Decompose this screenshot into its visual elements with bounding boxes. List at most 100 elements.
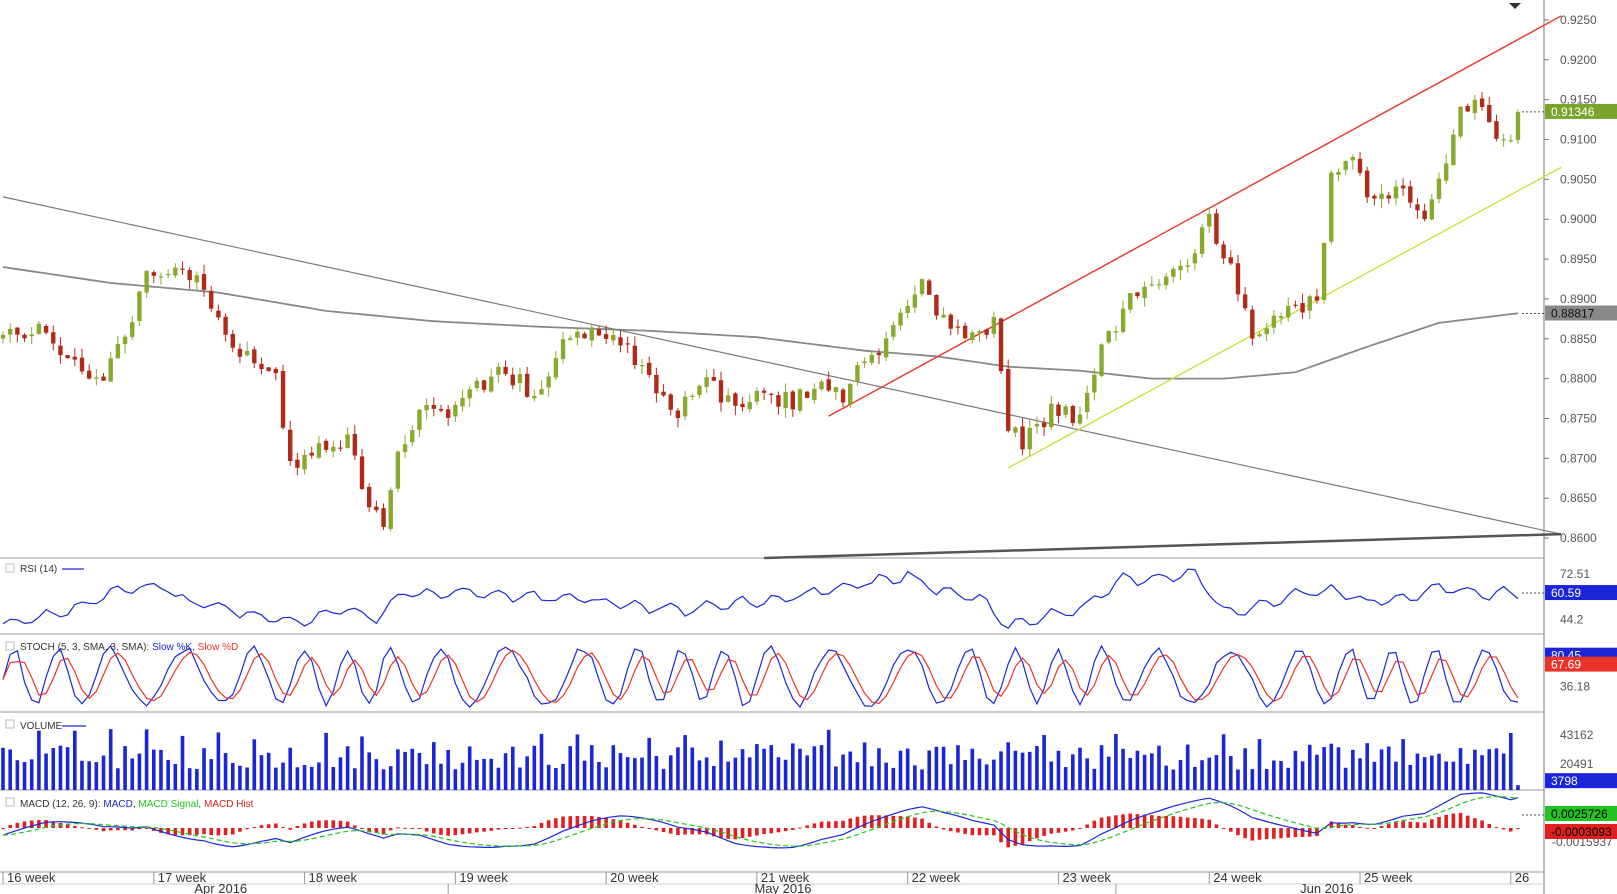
volume-bar[interactable] [1480, 755, 1484, 790]
candle-bull[interactable] [690, 395, 695, 397]
volume-bar[interactable] [625, 757, 630, 790]
candle-bear[interactable] [72, 356, 77, 360]
candle-bull[interactable] [1271, 315, 1277, 328]
volume-bar[interactable] [884, 762, 888, 790]
volume-bar[interactable] [668, 755, 673, 790]
volume-bar[interactable] [848, 751, 853, 790]
volume-bar[interactable] [22, 762, 27, 790]
volume-bar[interactable] [295, 767, 300, 790]
volume-bar[interactable] [1372, 761, 1377, 790]
candle-bear[interactable] [998, 318, 1004, 372]
candle-bull[interactable] [553, 358, 559, 378]
candle-bear[interactable] [374, 506, 379, 511]
volume-bar[interactable] [575, 734, 580, 790]
volume-bar[interactable] [1027, 751, 1032, 790]
candle-bull[interactable] [883, 338, 889, 358]
candle-bear[interactable] [1293, 304, 1298, 306]
candle-bull[interactable] [891, 325, 896, 337]
price-panel[interactable]: 0.9250 0.9200 0.9150 0.9100 0.9050 0.9000 0.89… [0, 13, 1617, 560]
candle-bull[interactable] [1013, 427, 1018, 433]
candle-bull[interactable] [1163, 276, 1169, 286]
candle-bull[interactable] [1099, 344, 1104, 376]
volume-bar[interactable] [496, 767, 501, 790]
volume-bar[interactable] [546, 764, 551, 790]
candle-bear[interactable] [524, 373, 530, 397]
volume-bar[interactable] [640, 757, 644, 790]
candle-bull[interactable] [122, 336, 128, 345]
candle-bear[interactable] [1020, 426, 1025, 450]
volume-bar[interactable] [1394, 761, 1398, 790]
candle-bear[interactable] [1487, 104, 1492, 123]
volume-bar[interactable] [999, 751, 1003, 790]
candle-bull[interactable] [898, 312, 903, 326]
candle-bull[interactable] [1178, 265, 1183, 271]
volume-bar[interactable] [1300, 761, 1305, 790]
volume-bar[interactable] [1272, 760, 1276, 790]
volume-bar[interactable] [1142, 754, 1147, 790]
volume-bar[interactable] [15, 760, 20, 790]
volume-bar[interactable] [518, 767, 522, 790]
volume-bar[interactable] [841, 754, 845, 790]
volume-bar[interactable] [740, 749, 745, 790]
candle-bull[interactable] [402, 444, 408, 452]
volume-bar[interactable] [1135, 750, 1140, 790]
volume-bar[interactable] [941, 746, 946, 790]
candle-bear[interactable] [927, 280, 932, 295]
volume-bar[interactable] [123, 746, 127, 790]
candle-bear[interactable] [1135, 292, 1140, 297]
volume-bar[interactable] [869, 766, 874, 790]
volume-bar[interactable] [776, 757, 781, 790]
candle-bull[interactable] [474, 380, 480, 388]
volume-bar[interactable] [898, 750, 903, 790]
candle-bull[interactable] [1027, 427, 1032, 450]
candle-bull[interactable] [395, 451, 401, 489]
volume-bar[interactable] [108, 729, 113, 790]
volume-bar[interactable] [1099, 745, 1104, 790]
candle-bull[interactable] [575, 331, 580, 338]
volume-bar[interactable] [1358, 758, 1362, 790]
volume-bar[interactable] [1085, 758, 1089, 790]
candle-bull[interactable] [1443, 163, 1449, 181]
candle-bear[interactable] [618, 337, 623, 346]
volume-bar[interactable] [367, 752, 371, 790]
candle-bear[interactable] [1070, 405, 1076, 423]
candle-bear[interactable] [481, 380, 487, 390]
volume-bar[interactable] [1444, 761, 1448, 790]
candle-bull[interactable] [1436, 178, 1442, 199]
candle-bear[interactable] [647, 362, 652, 375]
volume-bar[interactable] [1336, 747, 1341, 790]
volume-bar[interactable] [712, 765, 716, 790]
volume-bar[interactable] [180, 735, 185, 790]
candle-bull[interactable] [1113, 331, 1119, 333]
candle-bull[interactable] [1307, 296, 1312, 311]
volume-bar[interactable] [439, 763, 443, 790]
volume-bar[interactable] [489, 758, 494, 790]
candle-bear[interactable] [826, 379, 831, 391]
candle-bear[interactable] [79, 357, 85, 372]
candle-bull[interactable] [1156, 284, 1162, 286]
volume-bar[interactable] [862, 742, 867, 790]
volume-bar[interactable] [568, 746, 573, 790]
volume-bar[interactable] [1114, 734, 1118, 790]
candle-bear[interactable] [582, 333, 587, 339]
candle-bear[interactable] [1357, 158, 1363, 173]
candle-bull[interactable] [1278, 316, 1284, 318]
volume-bar[interactable] [1401, 739, 1405, 790]
candle-bear[interactable] [259, 363, 264, 370]
volume-bar[interactable] [984, 764, 989, 790]
volume-bar[interactable] [281, 762, 285, 790]
candle-bull[interactable] [1149, 284, 1154, 286]
volume-bar[interactable] [1322, 747, 1326, 790]
volume-bar[interactable] [597, 761, 601, 790]
volume-bar[interactable] [51, 748, 56, 790]
candle-bear[interactable] [1214, 213, 1219, 244]
candle-bull[interactable] [467, 389, 472, 399]
candle-bear[interactable] [718, 380, 724, 403]
candle-bull[interactable] [331, 446, 336, 452]
volume-bar[interactable] [647, 737, 651, 790]
candle-bear[interactable] [1494, 121, 1499, 139]
volume-bar[interactable] [905, 748, 910, 790]
volume-bar[interactable] [819, 745, 824, 790]
candle-bear[interactable] [654, 374, 659, 394]
candle-bull[interactable] [1120, 308, 1126, 333]
